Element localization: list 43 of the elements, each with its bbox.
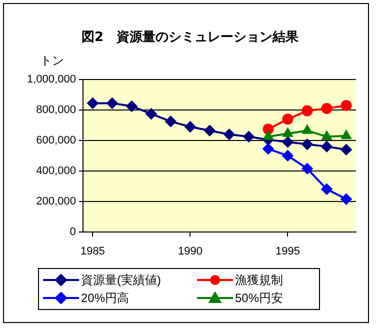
point bbox=[224, 128, 235, 140]
point bbox=[340, 144, 352, 156]
point bbox=[321, 141, 332, 152]
point bbox=[243, 131, 254, 142]
x-tick-label: 1990 bbox=[178, 245, 202, 258]
y-tick-label: 200,000 bbox=[36, 195, 76, 208]
y-tick-label: 1,000,000 bbox=[27, 74, 76, 86]
y-tick-label: 0 bbox=[70, 226, 76, 238]
y-axis-title: トン bbox=[40, 54, 64, 68]
point bbox=[340, 100, 352, 111]
point bbox=[204, 125, 216, 136]
point bbox=[302, 105, 313, 116]
point bbox=[321, 184, 332, 195]
point bbox=[87, 98, 98, 109]
y-tick-label: 800,000 bbox=[36, 104, 76, 116]
point bbox=[146, 108, 157, 120]
point bbox=[341, 130, 352, 140]
y-tick-label: 600,000 bbox=[36, 134, 76, 147]
point bbox=[262, 143, 274, 154]
point bbox=[340, 194, 352, 205]
point bbox=[184, 121, 196, 132]
point bbox=[282, 150, 294, 162]
point bbox=[321, 103, 332, 114]
point bbox=[322, 131, 332, 140]
point bbox=[165, 116, 176, 127]
point bbox=[263, 131, 274, 140]
chart-title: 図2 資源量のシミュレーション結果 bbox=[81, 30, 300, 46]
point bbox=[126, 100, 138, 112]
point bbox=[282, 136, 294, 148]
y-tick-label: 400,000 bbox=[36, 164, 76, 177]
point bbox=[302, 138, 313, 150]
point bbox=[282, 114, 294, 125]
point bbox=[282, 128, 293, 137]
x-tick-label: 1995 bbox=[275, 245, 300, 258]
legend-label: 漁獲規制 bbox=[234, 272, 283, 288]
point bbox=[106, 98, 118, 109]
legend-label: 50%円安 bbox=[234, 290, 284, 306]
x-tick-label: 1985 bbox=[80, 245, 105, 258]
point bbox=[302, 125, 312, 134]
point bbox=[262, 124, 274, 135]
legend-label: 20%円高 bbox=[81, 290, 130, 306]
legend-label: 資源量(実績値) bbox=[81, 272, 161, 288]
point bbox=[302, 163, 313, 174]
